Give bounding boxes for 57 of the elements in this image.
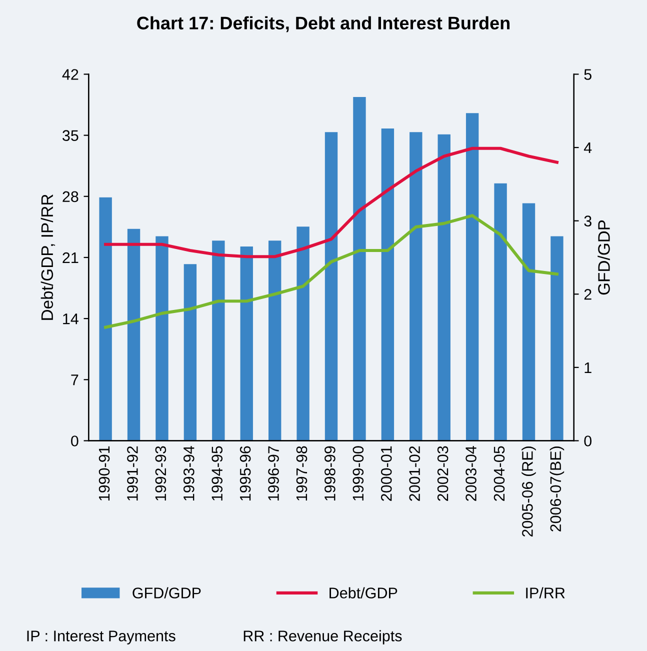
x-tick-label: 2004-05 bbox=[494, 446, 505, 501]
y-tick-label: 0 bbox=[71, 436, 78, 446]
y-tick-label: 28 bbox=[62, 191, 78, 202]
y-tick-label: 7 bbox=[71, 374, 78, 386]
bar bbox=[353, 96, 366, 441]
x-tick-label: 1991-92 bbox=[127, 446, 138, 500]
bar bbox=[381, 128, 394, 441]
x-tick-label: 1990-91 bbox=[98, 446, 110, 500]
x-tick-label: 1992-93 bbox=[155, 446, 166, 500]
y2-tick-label: 4 bbox=[584, 142, 592, 154]
y2-tick-label: 1 bbox=[584, 362, 592, 373]
bar bbox=[466, 113, 479, 441]
bar bbox=[212, 240, 225, 441]
y2-tick-label: 0 bbox=[584, 436, 592, 446]
x-tick-label: 1998-99 bbox=[324, 446, 336, 500]
text: IP : Interest Payments bbox=[27, 630, 176, 644]
bar bbox=[127, 228, 140, 441]
x-tick-label: 1999-00 bbox=[352, 446, 364, 500]
x-tick-label: 1996-97 bbox=[268, 446, 279, 500]
y-axis-title: Debt/GDP, IP/RR bbox=[40, 194, 56, 320]
bar bbox=[240, 246, 253, 441]
x-tick-label: 1994-95 bbox=[212, 446, 223, 500]
y2-tick-label: 2 bbox=[584, 288, 592, 300]
bar bbox=[184, 264, 197, 441]
y-tick-label: 21 bbox=[62, 252, 78, 264]
bar bbox=[296, 226, 310, 441]
y-tick-label: 35 bbox=[62, 130, 78, 141]
y-tick-label: 14 bbox=[63, 314, 78, 324]
bar bbox=[550, 236, 564, 441]
bar bbox=[99, 197, 112, 441]
x-tick-label: 2000-01 bbox=[380, 446, 392, 501]
legend-label: IP/RR bbox=[526, 587, 565, 598]
legend-label: GFD/GDP bbox=[132, 587, 201, 598]
line-series bbox=[104, 214, 558, 329]
y2-tick-label: 3 bbox=[584, 216, 592, 227]
x-tick-label: 2003-04 bbox=[466, 446, 476, 501]
x-tick-label: 2001-02 bbox=[409, 446, 420, 501]
bar bbox=[522, 203, 536, 441]
x-tick-label: 1997-98 bbox=[296, 446, 308, 500]
x-tick-label: 2002-03 bbox=[437, 446, 448, 501]
bar bbox=[410, 132, 422, 441]
x-tick-label: 1993-94 bbox=[183, 446, 194, 500]
y2-tick-label: 5 bbox=[584, 69, 592, 80]
bar bbox=[268, 240, 282, 441]
text: RR : Revenue Receipts bbox=[244, 630, 402, 644]
chart-title: Chart 17: Deficits, Debt and Interest Burden bbox=[137, 16, 510, 32]
y2-axis-title: GFD/GDP bbox=[598, 220, 610, 295]
bar bbox=[494, 183, 507, 441]
x-tick-label: 2006-07(BE) bbox=[550, 446, 564, 532]
x-tick-label: 1995-96 bbox=[240, 446, 251, 500]
y-tick-label: 42 bbox=[62, 69, 78, 80]
bar bbox=[156, 236, 168, 441]
bar bbox=[324, 132, 338, 441]
x-tick-label: 2005-06 (RE) bbox=[522, 446, 536, 537]
bar bbox=[438, 134, 450, 441]
line-series bbox=[104, 146, 558, 258]
legend-label: Debt/GDP bbox=[330, 587, 398, 598]
